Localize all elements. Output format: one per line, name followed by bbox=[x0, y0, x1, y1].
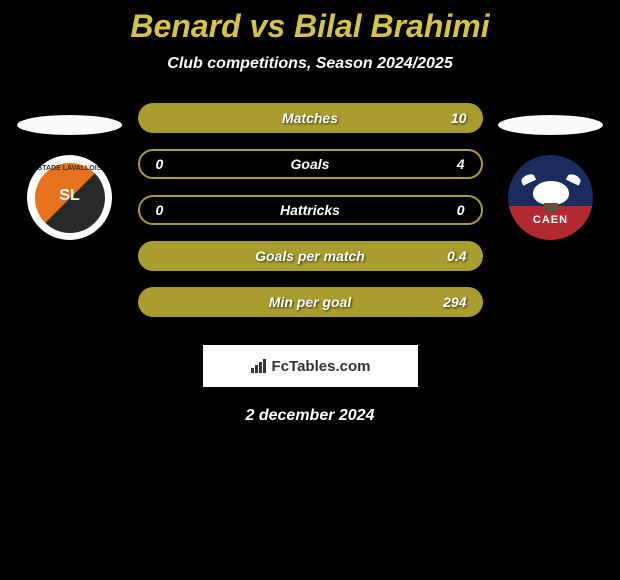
date-label: 2 december 2024 bbox=[0, 407, 620, 425]
attribution-inner: FcTables.com bbox=[205, 347, 416, 385]
club-logo-right-text: CAEN bbox=[533, 214, 568, 226]
stat-row-hattricks: 0 Hattricks 0 bbox=[138, 195, 483, 225]
stat-left-value: 0 bbox=[156, 156, 196, 172]
content-area: STADE LAVALLOIS SL Matches 10 0 Goals 4 … bbox=[0, 103, 620, 317]
stat-right-value: 10 bbox=[427, 110, 467, 126]
club-logo-left: STADE LAVALLOIS SL bbox=[27, 155, 112, 240]
stats-column: Matches 10 0 Goals 4 0 Hattricks 0 Goals… bbox=[138, 103, 483, 317]
player-photo-placeholder-left bbox=[17, 115, 122, 135]
player-photo-placeholder-right bbox=[498, 115, 603, 135]
comparison-widget: Benard vs Bilal Brahimi Club competition… bbox=[0, 0, 620, 425]
stat-row-goals-per-match: Goals per match 0.4 bbox=[138, 241, 483, 271]
left-player-block: STADE LAVALLOIS SL bbox=[10, 103, 130, 240]
viking-head-icon bbox=[533, 181, 569, 211]
stat-label: Matches bbox=[282, 110, 338, 126]
stat-row-matches: Matches 10 bbox=[138, 103, 483, 133]
club-logo-right: CAEN bbox=[508, 155, 593, 240]
stat-right-value: 4 bbox=[425, 156, 465, 172]
stat-label: Goals per match bbox=[255, 248, 365, 264]
stat-row-goals: 0 Goals 4 bbox=[138, 149, 483, 179]
attribution-text: FcTables.com bbox=[272, 358, 371, 375]
stat-label: Hattricks bbox=[280, 202, 340, 218]
stat-row-min-per-goal: Min per goal 294 bbox=[138, 287, 483, 317]
attribution-box: FcTables.com bbox=[203, 345, 418, 387]
page-title: Benard vs Bilal Brahimi bbox=[0, 8, 620, 45]
club-logo-left-top-text: STADE LAVALLOIS bbox=[27, 165, 112, 172]
stat-left-value: 0 bbox=[156, 202, 196, 218]
stat-right-value: 0 bbox=[425, 202, 465, 218]
bar-chart-icon bbox=[250, 359, 268, 373]
stat-label: Min per goal bbox=[269, 294, 351, 310]
page-subtitle: Club competitions, Season 2024/2025 bbox=[0, 55, 620, 73]
club-logo-left-main-text: SL bbox=[59, 187, 79, 205]
stat-label: Goals bbox=[291, 156, 330, 172]
stat-right-value: 294 bbox=[427, 294, 467, 310]
stat-right-value: 0.4 bbox=[427, 248, 467, 264]
right-player-block: CAEN bbox=[491, 103, 611, 240]
